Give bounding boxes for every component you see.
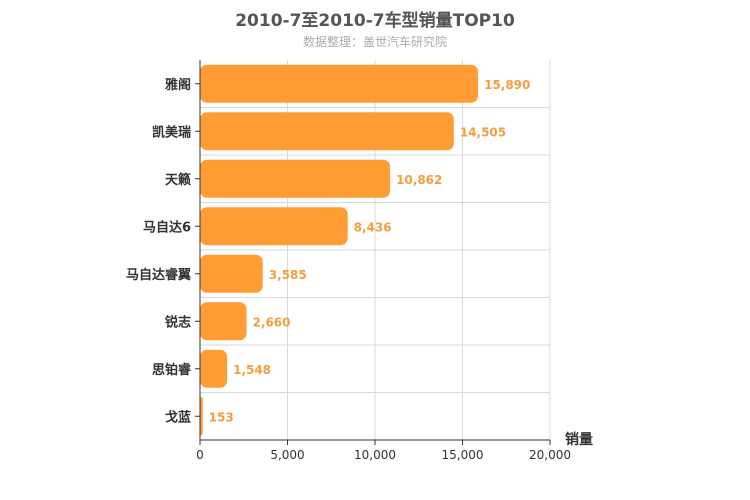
category-label: 锐志 bbox=[165, 314, 191, 330]
x-tick-label: 20,000 bbox=[529, 448, 571, 462]
bar[interactable] bbox=[200, 207, 348, 246]
data-label: 14,505 bbox=[460, 125, 506, 139]
data-label: 1,548 bbox=[233, 363, 271, 377]
data-label: 10,862 bbox=[396, 173, 442, 187]
data-label: 2,660 bbox=[253, 315, 291, 329]
category-label: 马自达睿翼 bbox=[126, 267, 191, 283]
x-axis-label: 销量 bbox=[565, 431, 593, 448]
bar[interactable] bbox=[200, 254, 263, 293]
bars: 15,890 14,505 10,862 8,436 3,585 2,660 1,548 15… bbox=[200, 64, 530, 436]
bar[interactable] bbox=[200, 64, 479, 103]
chart-title: 2010-7至2010-7车型销量TOP10 bbox=[235, 11, 515, 31]
data-label: 153 bbox=[209, 410, 234, 424]
category-label: 马自达6 bbox=[143, 219, 191, 235]
chart-subtitle: 数据整理：盖世汽车研究院 bbox=[302, 35, 447, 49]
category-label: 思铂睿 bbox=[152, 362, 192, 378]
x-tick-label: 0 bbox=[196, 448, 204, 462]
bar[interactable] bbox=[200, 349, 228, 388]
x-tick-label: 10,000 bbox=[354, 448, 396, 462]
bar[interactable] bbox=[200, 159, 391, 198]
bar[interactable] bbox=[200, 397, 203, 436]
data-label: 3,585 bbox=[269, 268, 307, 282]
data-label: 15,890 bbox=[484, 78, 530, 92]
category-label: 天籁 bbox=[165, 172, 191, 188]
data-label: 8,436 bbox=[354, 220, 392, 234]
category-label: 戈蓝 bbox=[165, 409, 191, 425]
bar[interactable] bbox=[200, 302, 247, 341]
x-tick-label: 5,000 bbox=[270, 448, 304, 462]
bar[interactable] bbox=[200, 112, 454, 151]
category-label: 凯美瑞 bbox=[152, 124, 191, 140]
x-tick-label: 15,000 bbox=[442, 448, 484, 462]
category-label: 雅阁 bbox=[165, 77, 191, 93]
